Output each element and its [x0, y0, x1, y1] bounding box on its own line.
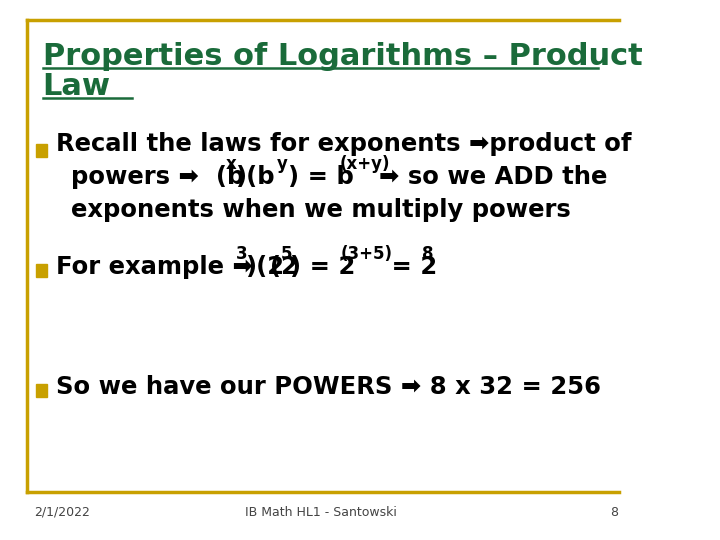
Text: (x+y): (x+y) — [339, 155, 390, 173]
Text: ) = b: ) = b — [287, 165, 354, 189]
Text: 3: 3 — [236, 245, 248, 263]
Text: ➡ so we ADD the: ➡ so we ADD the — [379, 165, 608, 189]
Text: 8: 8 — [611, 505, 618, 518]
Bar — [35, 264, 48, 277]
Text: So we have our POWERS ➡ 8 x 32 = 256: So we have our POWERS ➡ 8 x 32 = 256 — [56, 375, 601, 399]
Text: Recall the laws for exponents ➡product of: Recall the laws for exponents ➡product o… — [56, 132, 631, 156]
Text: Law: Law — [42, 72, 111, 101]
Text: IB Math HL1 - Santowski: IB Math HL1 - Santowski — [245, 505, 397, 518]
Text: y: y — [277, 155, 288, 173]
Text: = 2: = 2 — [383, 255, 437, 279]
Text: 5: 5 — [281, 245, 292, 263]
Text: 2/1/2022: 2/1/2022 — [34, 505, 90, 518]
Text: (3+5): (3+5) — [341, 245, 393, 263]
Text: powers ➡  (b: powers ➡ (b — [71, 165, 245, 189]
Text: ) = 2: ) = 2 — [290, 255, 356, 279]
Text: 8: 8 — [422, 245, 433, 263]
Text: exponents when we multiply powers: exponents when we multiply powers — [71, 198, 571, 222]
Bar — [35, 144, 48, 157]
Text: For example ➡  (2: For example ➡ (2 — [56, 255, 298, 279]
Text: )(b: )(b — [235, 165, 274, 189]
Bar — [35, 384, 48, 397]
Text: Properties of Logarithms – Product: Properties of Logarithms – Product — [42, 42, 642, 71]
Text: )(2: )(2 — [245, 255, 284, 279]
Text: x: x — [225, 155, 236, 173]
